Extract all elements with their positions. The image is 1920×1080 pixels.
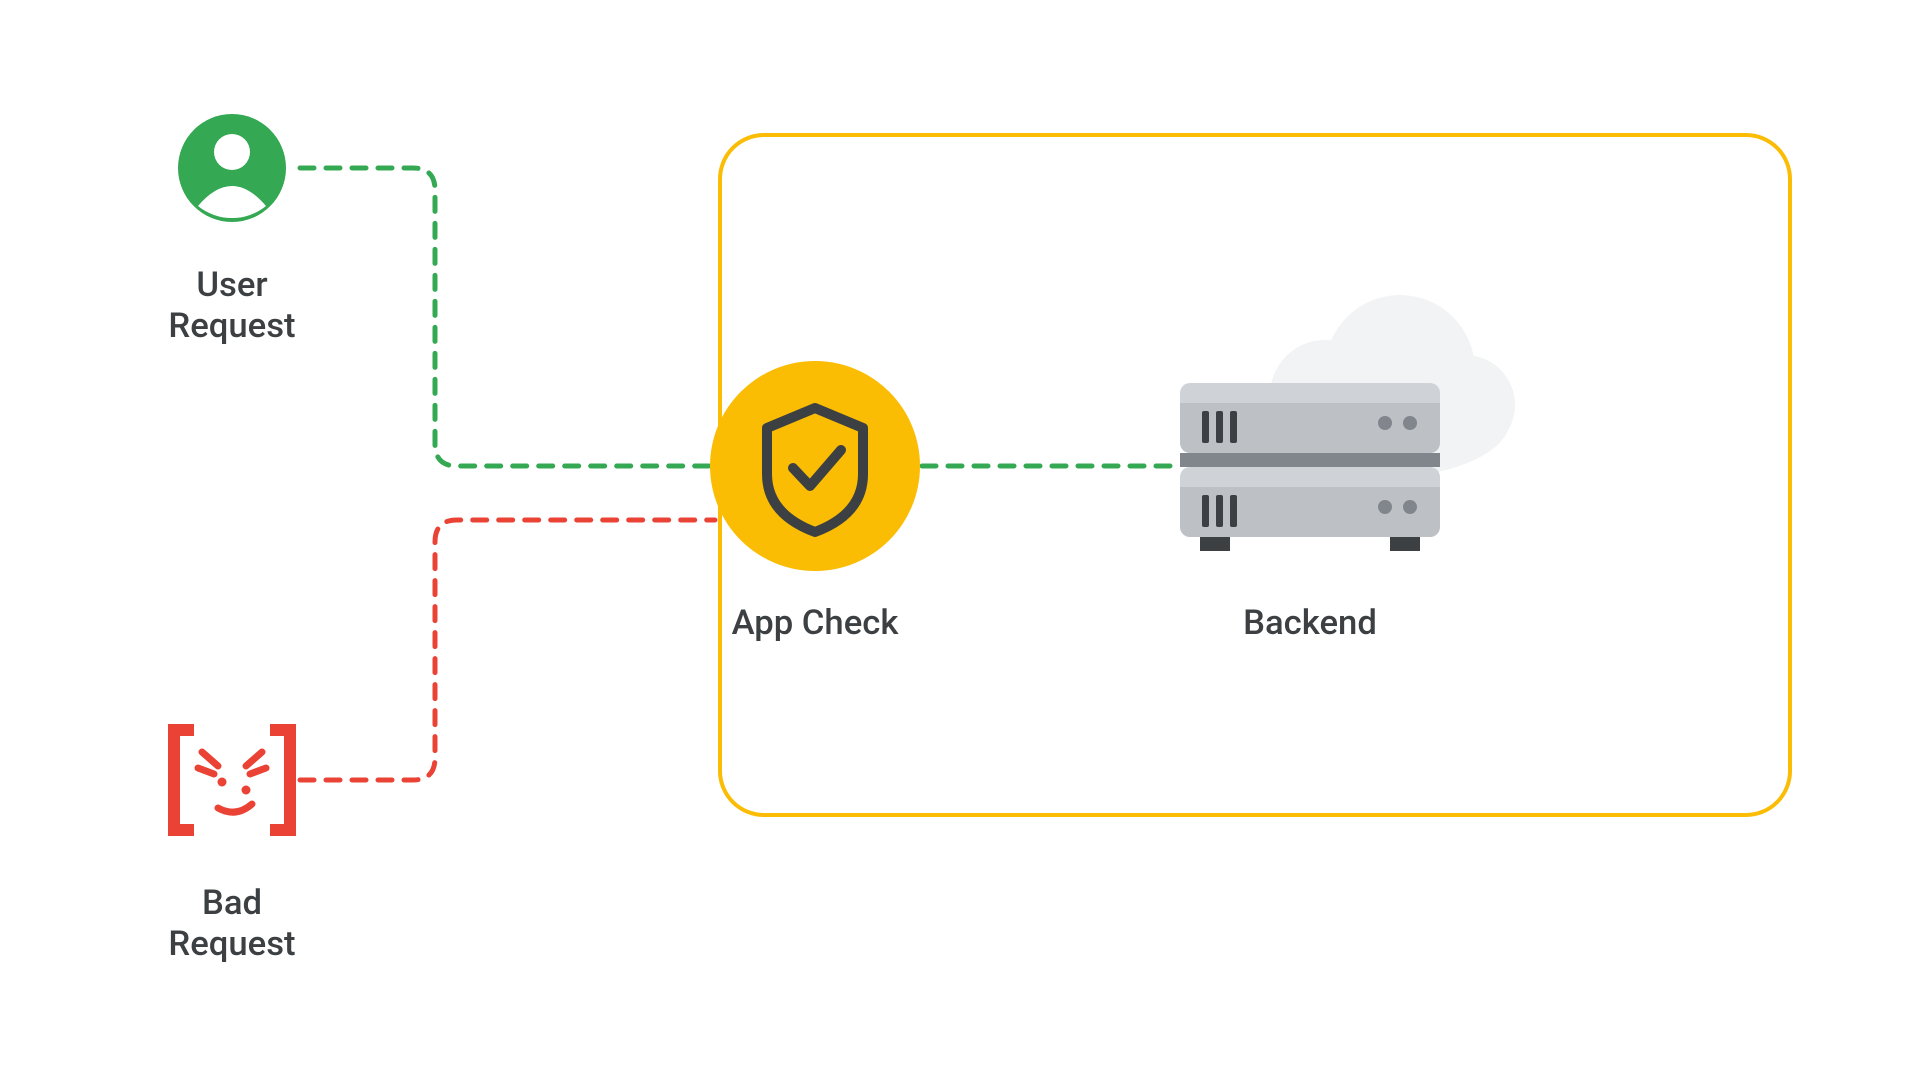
edge-user-to-appcheck bbox=[300, 168, 710, 466]
user-request-label: User Request bbox=[112, 265, 352, 348]
diagram-stage: User Request Bad Request App Check Backe… bbox=[0, 0, 1920, 1080]
edge-bad-to-appcheck bbox=[300, 520, 715, 780]
server-icon bbox=[1180, 295, 1515, 551]
bad-request-label: Bad Request bbox=[112, 883, 352, 966]
shield-check-icon bbox=[710, 361, 920, 571]
bad-request-icon bbox=[174, 730, 290, 830]
backend-label: Backend bbox=[1160, 603, 1460, 645]
user-icon bbox=[178, 114, 286, 222]
app-check-label: App Check bbox=[665, 603, 965, 645]
